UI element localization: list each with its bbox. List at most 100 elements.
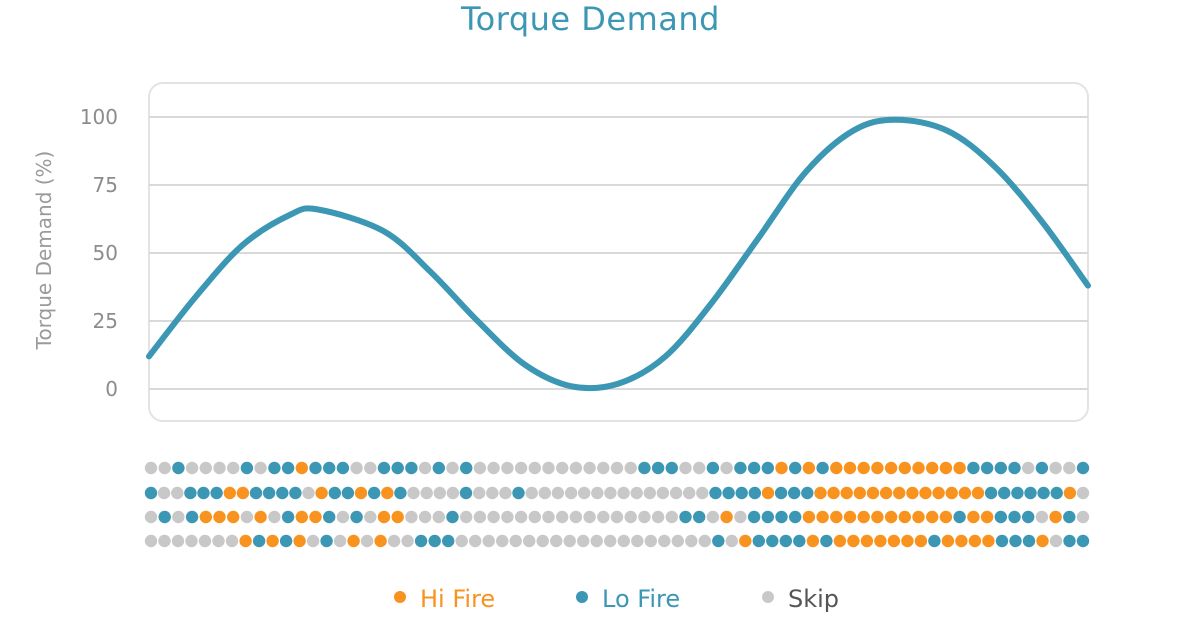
fire-dot-hi (1036, 534, 1049, 548)
fire-dot-lo (172, 461, 185, 475)
fire-dot-skip (590, 534, 603, 548)
legend: Hi Fire Lo Fire Skip (0, 584, 1181, 616)
fire-dot-skip (644, 534, 657, 548)
fire-dot-lo (779, 534, 792, 548)
fire-dot-skip (225, 534, 239, 548)
fire-dot-lo (638, 461, 651, 475)
y-tick-label: 25 (93, 309, 118, 333)
fire-dot-skip (306, 534, 320, 548)
fire-dot-hi (939, 461, 953, 475)
fire-dot-skip (1076, 486, 1090, 500)
fire-dot-hi (227, 510, 240, 524)
fire-dot-hi (906, 486, 919, 500)
fire-dot-lo (512, 486, 525, 500)
fire-dot-skip (538, 486, 551, 500)
fire-dot-lo (752, 534, 765, 548)
fire-dot-hi (860, 534, 874, 548)
fire-dot-skip (364, 461, 377, 475)
fire-dot-lo (323, 510, 336, 524)
fire-dot-skip (432, 510, 445, 524)
series-line-layer (146, 116, 1091, 392)
fire-dot-skip (542, 461, 555, 475)
fire-dot-skip (624, 510, 637, 524)
fire-dot-lo (679, 510, 692, 524)
chart-title: Torque Demand (461, 0, 720, 38)
fire-dot-lo (766, 534, 779, 548)
fire-dot-lo (1050, 486, 1063, 500)
fire-dot-skip (144, 534, 158, 548)
fire-dot-skip (551, 486, 565, 500)
fire-dot-skip (172, 510, 185, 524)
fire-dot-skip (528, 461, 541, 475)
fire-dot-lo (788, 486, 801, 500)
fire-dot-lo (1037, 486, 1050, 500)
fire-dot-hi (939, 510, 953, 524)
fire-dot-lo (240, 461, 254, 475)
fire-dot-skip (1035, 510, 1049, 524)
fire-dot-skip (656, 486, 670, 500)
fire-dot-skip (171, 534, 185, 548)
fire-dot-hi (871, 510, 884, 524)
fire-dot-hi (239, 534, 252, 548)
fire-dot-lo (984, 486, 998, 500)
fire-dot-hi (374, 534, 387, 548)
fire-dot-skip (683, 486, 696, 500)
fire-dot-skip (418, 510, 432, 524)
fire-dot-skip (525, 486, 538, 500)
fire-dot-hi (887, 534, 901, 548)
fire-dot-skip (473, 510, 487, 524)
fire-dot-skip (212, 534, 225, 548)
fire-dot-hi (866, 486, 880, 500)
fire-dot-lo (747, 461, 761, 475)
fire-dot-skip (1076, 510, 1090, 524)
fire-dot-skip (685, 534, 698, 548)
fire-dot-lo (279, 534, 293, 548)
fire-dot-skip (556, 461, 569, 475)
fire-dot-hi (840, 486, 853, 500)
fire-dot-lo (1009, 534, 1022, 548)
y-tick-label: 100 (80, 105, 118, 129)
fire-dot-skip (433, 486, 446, 500)
fire-dot-skip (1049, 461, 1062, 475)
fire-dot-hi (971, 486, 985, 500)
fire-dot-skip (198, 534, 212, 548)
fire-dot-skip (486, 486, 499, 500)
fire-dot-lo (1024, 486, 1037, 500)
legend-item-hi-fire: Hi Fire (394, 584, 495, 614)
fire-dot-hi (884, 461, 898, 475)
fire-dot-skip (350, 461, 363, 475)
fire-dot-skip (665, 510, 678, 524)
fire-dot-hi (926, 461, 939, 475)
skip-dot-icon (762, 591, 774, 603)
fire-dot-lo (328, 486, 341, 500)
fire-dot-skip (473, 461, 487, 475)
fire-dot-hi (830, 461, 843, 475)
fire-dot-skip (556, 510, 569, 524)
fire-dot-skip (591, 486, 604, 500)
fire-dot-hi (213, 510, 226, 524)
fire-dot-lo (761, 461, 774, 475)
fire-dot-hi (830, 510, 843, 524)
y-tick-label: 50 (93, 241, 118, 265)
fire-dot-lo (276, 486, 289, 500)
fire-dot-hi (857, 461, 870, 475)
y-tick-label: 0 (105, 377, 118, 401)
fire-dot-skip (227, 461, 240, 475)
fire-dot-lo (1076, 534, 1090, 548)
fire-dot-skip (387, 534, 401, 548)
fire-dot-lo (928, 534, 941, 548)
fire-dot-hi (775, 461, 788, 475)
fire-dot-hi (1063, 486, 1077, 500)
fire-dot-hi (1049, 510, 1062, 524)
fire-dot-lo (268, 461, 281, 475)
fire-dot-lo (712, 534, 725, 548)
fire-dot-hi (941, 534, 955, 548)
fire-dot-skip (523, 534, 536, 548)
fire-dot-skip (364, 510, 377, 524)
fire-dot-hi (381, 486, 394, 500)
fire-dot-lo (816, 461, 829, 475)
fire-dot-skip (638, 510, 651, 524)
fire-dot-skip (199, 461, 212, 475)
fire-dot-skip (624, 461, 637, 475)
fire-dot-skip (564, 486, 578, 500)
